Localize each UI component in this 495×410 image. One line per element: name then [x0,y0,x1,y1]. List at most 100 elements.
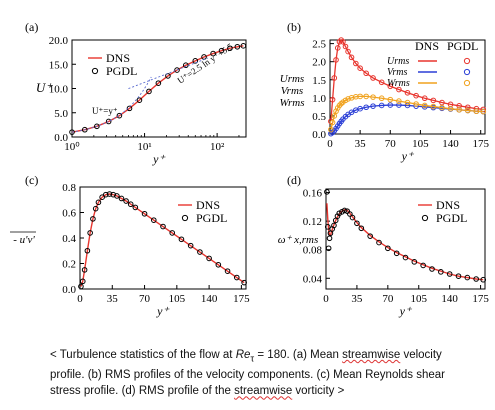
marker-wrms [387,96,394,103]
legend-label-urms: Urms [387,56,409,67]
legend-marker-pgdl [181,214,189,222]
marker-wrms [480,108,487,115]
caption-re-symbol: Re [235,349,251,361]
x-axis-label: y⁺ [401,149,415,163]
x-tick-label: 10⁰ [64,141,80,153]
marker-vrms [348,109,355,116]
panel-label-b: (b) [287,20,301,34]
marker-wrms [378,95,385,102]
y-axis-label-0: Urms [280,73,304,85]
y-tick-label: 2.5 [312,39,326,51]
panel-label-d: (d) [287,173,301,187]
marker-urms [333,57,339,63]
x-axis-label: y⁺ [156,304,170,318]
legend-label-dns: DNS [436,198,460,212]
caption-open: < [50,349,60,361]
marker-urms [334,45,341,51]
marker-pgdl [324,189,330,195]
line-wrms [330,95,484,130]
marker-vrms [357,105,363,112]
x-tick-label: 175 [472,293,489,305]
marker-pgdl [326,235,333,242]
marker-pgdl [227,45,233,52]
marker-wrms [328,126,334,133]
y-axis-label: - u'v' [13,234,35,246]
marker-pgdl [123,198,129,204]
marker-pgdl [358,225,365,232]
marker-pgdl [84,247,91,254]
x-tick-label: 105 [169,293,186,305]
marker-pgdl [127,201,134,208]
y-tick-label: 0.0 [54,132,68,144]
marker-pgdl [116,112,123,119]
marker-pgdl [354,220,360,227]
marker-vrms [370,103,376,109]
y-tick-label: 10.0 [49,84,69,96]
x-axis-label: y⁺ [399,304,413,318]
caption-re-subscript: τ [250,353,255,365]
marker-pgdl [78,283,84,290]
marker-pgdl [169,230,176,236]
marker-urms [387,83,394,90]
marker-pgdl [411,259,418,265]
line-dns [71,45,244,133]
marker-pgdl [464,274,471,281]
y-tick-label: 0.12 [303,216,322,228]
figure-caption: < Turbulence statistics of the flow at R… [50,347,470,399]
marker-pgdl [81,267,88,273]
marker-vrms [396,102,402,108]
marker-pgdl [234,43,241,50]
marker-pgdl [79,278,86,285]
x-axis-label: y⁺ [152,152,166,166]
marker-pgdl [210,50,216,57]
marker-pgdl [160,223,166,230]
x-tick-label: 70 [385,138,397,150]
legend-label-dns: DNS [106,51,130,65]
y-tick-label: 0.4 [62,233,76,245]
caption-text-2: = 180. (a) Mean [254,349,343,361]
y-tick-label: 5.0 [54,108,68,120]
marker-urms [340,39,346,45]
marker-urms [378,79,385,86]
marker-pgdl [103,191,109,198]
marker-wrms [404,99,411,106]
marker-wrms [430,103,437,110]
legend-label-pgdl: PGDL [436,211,467,225]
marker-pgdl [146,88,152,95]
marker-pgdl [331,222,337,229]
marker-pgdl [215,261,222,268]
marker-urms [353,60,359,67]
x-tick-label: 0 [77,293,83,305]
caption-text-4: vorticity [292,385,338,398]
plot-frame-d [325,188,486,290]
line-dns [326,203,484,281]
marker-wrms [331,113,338,119]
marker-pgdl [349,214,356,221]
marker-wrms [396,98,402,104]
caption-text-3: velocity profile. (b) RMS profiles of th… [50,349,445,398]
marker-pgdl [192,58,199,64]
y-axis-label-2: Wrms [279,97,304,109]
marker-pgdl [155,80,162,86]
marker-wrms [456,106,462,113]
marker-urms [404,89,411,96]
marker-pgdl [197,249,203,255]
marker-pgdl [393,250,400,257]
legend-label-vrms: Vrms [387,67,407,78]
caption-close: > [337,385,345,398]
marker-pgdl [165,73,171,79]
x-tick-label: 10¹ [137,141,151,153]
legend-marker-pgdl [91,67,99,75]
marker-wrms [329,119,336,126]
marker-wrms [447,105,454,112]
marker-pgdl [218,47,225,54]
marker-pgdl [99,194,105,200]
marker-vrms [387,102,394,108]
marker-urms [348,54,355,61]
marker-pgdl [141,210,148,217]
plot-frame-b [329,39,486,135]
marker-wrms [363,93,369,100]
marker-pgdl [376,239,382,246]
marker-pgdl [69,129,75,135]
y-tick-label: 0.8 [62,182,76,194]
